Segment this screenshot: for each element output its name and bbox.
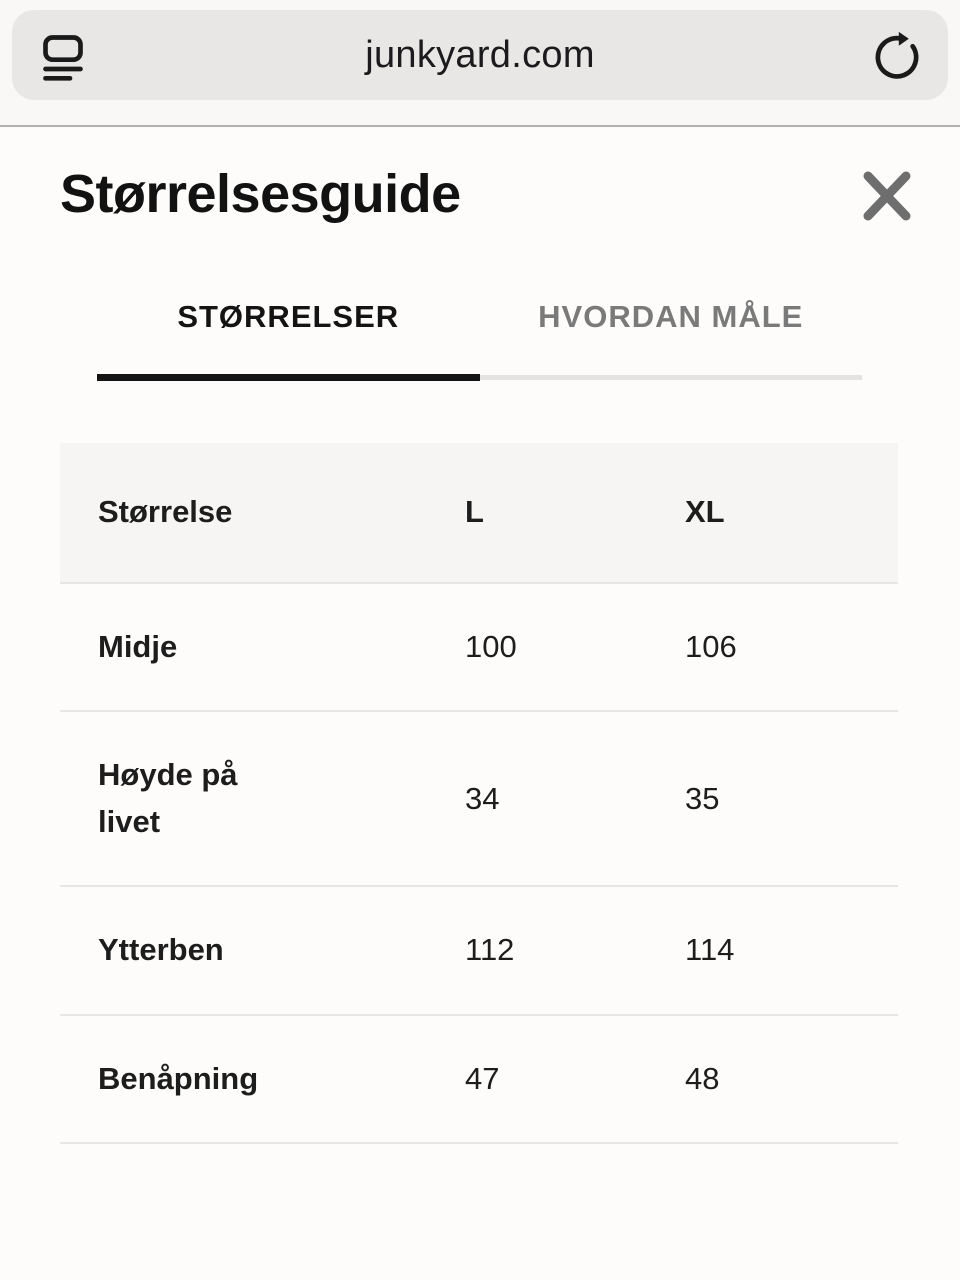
page-title: Størrelsesguide (60, 164, 461, 224)
row-label: Høyde på livet (98, 757, 238, 839)
value-l: 112 (465, 932, 515, 968)
tab-storrelser-label: STØRRELSER (177, 299, 400, 334)
url-text[interactable]: junkyard.com (365, 33, 595, 76)
value-l: 47 (465, 1060, 500, 1096)
column-header-l: L (465, 494, 484, 530)
url-bar[interactable]: junkyard.com (12, 10, 948, 100)
value-xl: 106 (685, 628, 737, 664)
tab-storrelser[interactable]: STØRRELSER (97, 299, 480, 381)
value-xl: 35 (685, 780, 720, 816)
row-label: Benåpning (98, 1060, 259, 1096)
close-button[interactable] (860, 169, 914, 223)
close-icon (863, 171, 911, 221)
row-label: Midje (98, 628, 178, 664)
browser-chrome: junkyard.com (0, 0, 960, 127)
modal-header: Størrelsesguide (0, 127, 960, 225)
page-format-button[interactable] (32, 24, 94, 86)
table-row-midje: Midje 100 106 (60, 584, 898, 712)
tab-hvordan-male-label: HVORDAN MÅLE (538, 299, 804, 334)
size-guide-modal: Størrelsesguide STØRRELSER HVORDAN MÅLE … (0, 127, 960, 1144)
page-format-icon (43, 35, 83, 81)
table-row-hoyde-pa-livet: Høyde på livet 34 35 (60, 712, 898, 887)
row-label: Ytterben (98, 932, 224, 967)
value-l: 34 (465, 780, 500, 816)
value-xl: 48 (685, 1060, 720, 1096)
reload-button[interactable] (866, 24, 928, 86)
tab-hvordan-male[interactable]: HVORDAN MÅLE (479, 299, 863, 381)
table-row-benapning: Benåpning 47 48 (60, 1016, 898, 1144)
table-header-row: Størrelse L XL (60, 443, 898, 584)
table-row-ytterben: Ytterben 112 114 (60, 887, 898, 1016)
size-table: Størrelse L XL Midje 100 106 Høyde på li… (60, 443, 898, 1144)
value-l: 100 (465, 628, 517, 664)
column-header-xl: XL (685, 494, 725, 530)
column-header-size: Størrelse (98, 494, 233, 529)
value-xl: 114 (685, 932, 735, 968)
tab-bar: STØRRELSER HVORDAN MÅLE (97, 299, 862, 381)
reload-icon (875, 31, 919, 79)
